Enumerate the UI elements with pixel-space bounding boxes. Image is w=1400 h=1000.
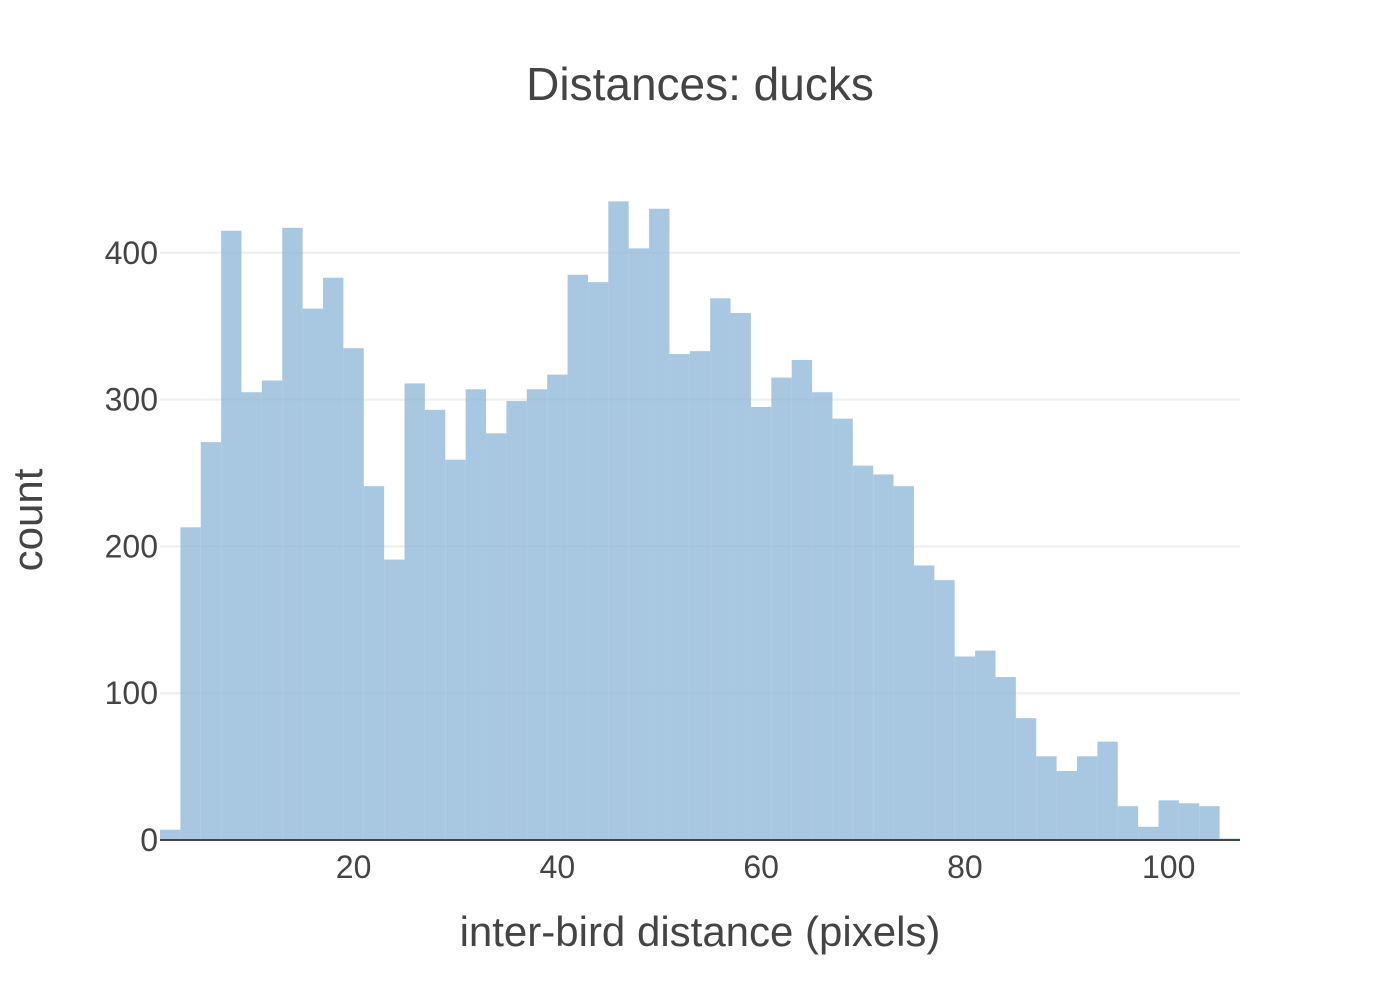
histogram-bar	[567, 274, 588, 840]
y-tick-label: 400	[105, 235, 158, 271]
histogram-bar	[384, 559, 405, 840]
histogram-bar	[445, 459, 466, 840]
x-tick-label: 20	[336, 849, 372, 885]
histogram-bar	[832, 418, 853, 840]
histogram-bar	[221, 230, 242, 840]
histogram-bars	[160, 201, 1240, 841]
x-tick-label: 40	[540, 849, 576, 885]
y-axis-label: count	[4, 468, 51, 571]
histogram-bar	[710, 298, 731, 840]
y-tick-label: 200	[105, 528, 158, 564]
histogram-bar	[893, 486, 914, 840]
histogram-bar	[1015, 718, 1037, 840]
histogram-bar	[526, 389, 548, 840]
histogram-bar	[302, 308, 324, 840]
histogram-bar	[1036, 756, 1057, 840]
x-axis-label: inter-bird distance (pixels)	[460, 908, 941, 955]
histogram-bar	[750, 406, 772, 840]
histogram-bar	[649, 208, 670, 841]
histogram-bar	[282, 227, 303, 840]
histogram-bar	[1158, 800, 1179, 840]
histogram-bar	[587, 282, 609, 840]
histogram-bar	[628, 248, 650, 841]
chart-title: Distances: ducks	[526, 58, 874, 110]
histogram-bar	[669, 354, 690, 840]
histogram-bar	[1178, 803, 1200, 840]
histogram-bar	[1199, 806, 1220, 840]
histogram-bar	[1097, 741, 1118, 840]
histogram-bar	[424, 409, 446, 840]
histogram-bar	[160, 829, 181, 840]
histogram-bar	[241, 392, 262, 840]
histogram-bar	[486, 433, 507, 840]
histogram-bar	[954, 656, 976, 840]
histogram-bar	[1076, 756, 1098, 840]
histogram-bar	[465, 389, 487, 840]
histogram-bar	[852, 465, 874, 840]
y-tick-label: 100	[105, 675, 158, 711]
histogram-bar	[771, 377, 792, 840]
histogram-bar	[180, 527, 201, 840]
histogram-bar	[913, 565, 935, 840]
histogram-bar	[363, 486, 385, 840]
histogram-bar	[934, 580, 955, 840]
histogram-bar	[506, 401, 527, 840]
x-tick-label: 80	[947, 849, 983, 885]
y-tick-label: 300	[105, 382, 158, 418]
x-tick-labels: 20 40 60 80 100	[336, 849, 1196, 885]
x-tick-label: 60	[743, 849, 779, 885]
x-tick-label: 100	[1142, 849, 1195, 885]
histogram-bar	[730, 312, 751, 840]
histogram-bar	[995, 677, 1016, 840]
y-tick-label: 0	[140, 822, 158, 858]
histogram-bar	[404, 383, 425, 840]
histogram-bar	[200, 442, 222, 840]
histogram-bar	[791, 359, 813, 840]
histogram-bar	[608, 201, 629, 840]
histogram-bar	[343, 348, 364, 840]
histogram-bar	[1138, 826, 1159, 840]
histogram-bar	[547, 374, 568, 840]
y-tick-labels: 0 100 200 300 400	[105, 235, 158, 858]
histogram-bar	[689, 351, 711, 840]
histogram-bar	[975, 650, 996, 840]
histogram-bar	[873, 474, 894, 840]
histogram-bar	[261, 380, 283, 840]
histogram-bar	[1056, 771, 1077, 840]
histogram-bar	[323, 277, 344, 841]
histogram-bar	[1117, 806, 1139, 840]
histogram-bar	[812, 392, 833, 840]
